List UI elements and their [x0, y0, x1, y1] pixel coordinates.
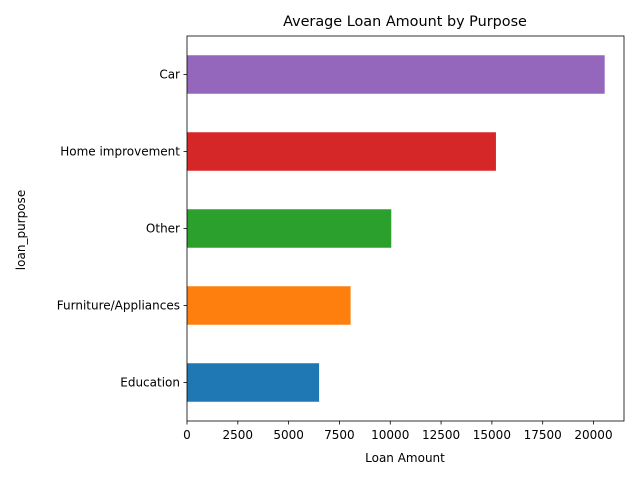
x-tick-label: 0	[183, 428, 191, 442]
x-tick-label: 5000	[273, 428, 304, 442]
bar-education	[187, 363, 320, 402]
x-tick-label: 20000	[574, 428, 612, 442]
x-tick-label: 12500	[422, 428, 460, 442]
axes-frame	[186, 35, 625, 422]
x-tick-label: 2500	[223, 428, 254, 442]
x-axis: 0 2500 5000 7500 10000 12500 15000 17500 20000	[183, 421, 613, 442]
y-tick-label: Other	[146, 222, 180, 236]
y-tick-label: Home improvement	[60, 145, 180, 159]
y-axis: Education Furniture/Appliances Other Home i…	[57, 68, 187, 390]
x-tick-label: 7500	[324, 428, 355, 442]
y-tick-label: Education	[120, 376, 180, 390]
bar-home-improvement	[187, 132, 496, 171]
y-axis-label: loan_purpose	[14, 190, 28, 270]
chart-title: Average Loan Amount by Purpose	[283, 14, 527, 30]
bar-car	[187, 55, 605, 94]
axes-border	[186, 35, 625, 422]
y-tick-label: Car	[159, 68, 180, 82]
plot-area	[187, 55, 605, 402]
y-tick-label: Furniture/Appliances	[57, 299, 180, 313]
x-tick-label: 10000	[371, 428, 409, 442]
x-tick-label: 17500	[524, 428, 562, 442]
x-axis-label: Loan Amount	[365, 451, 445, 465]
bar-furniture-appliances	[187, 286, 351, 325]
x-tick-label: 15000	[473, 428, 511, 442]
bar-other	[187, 209, 392, 248]
